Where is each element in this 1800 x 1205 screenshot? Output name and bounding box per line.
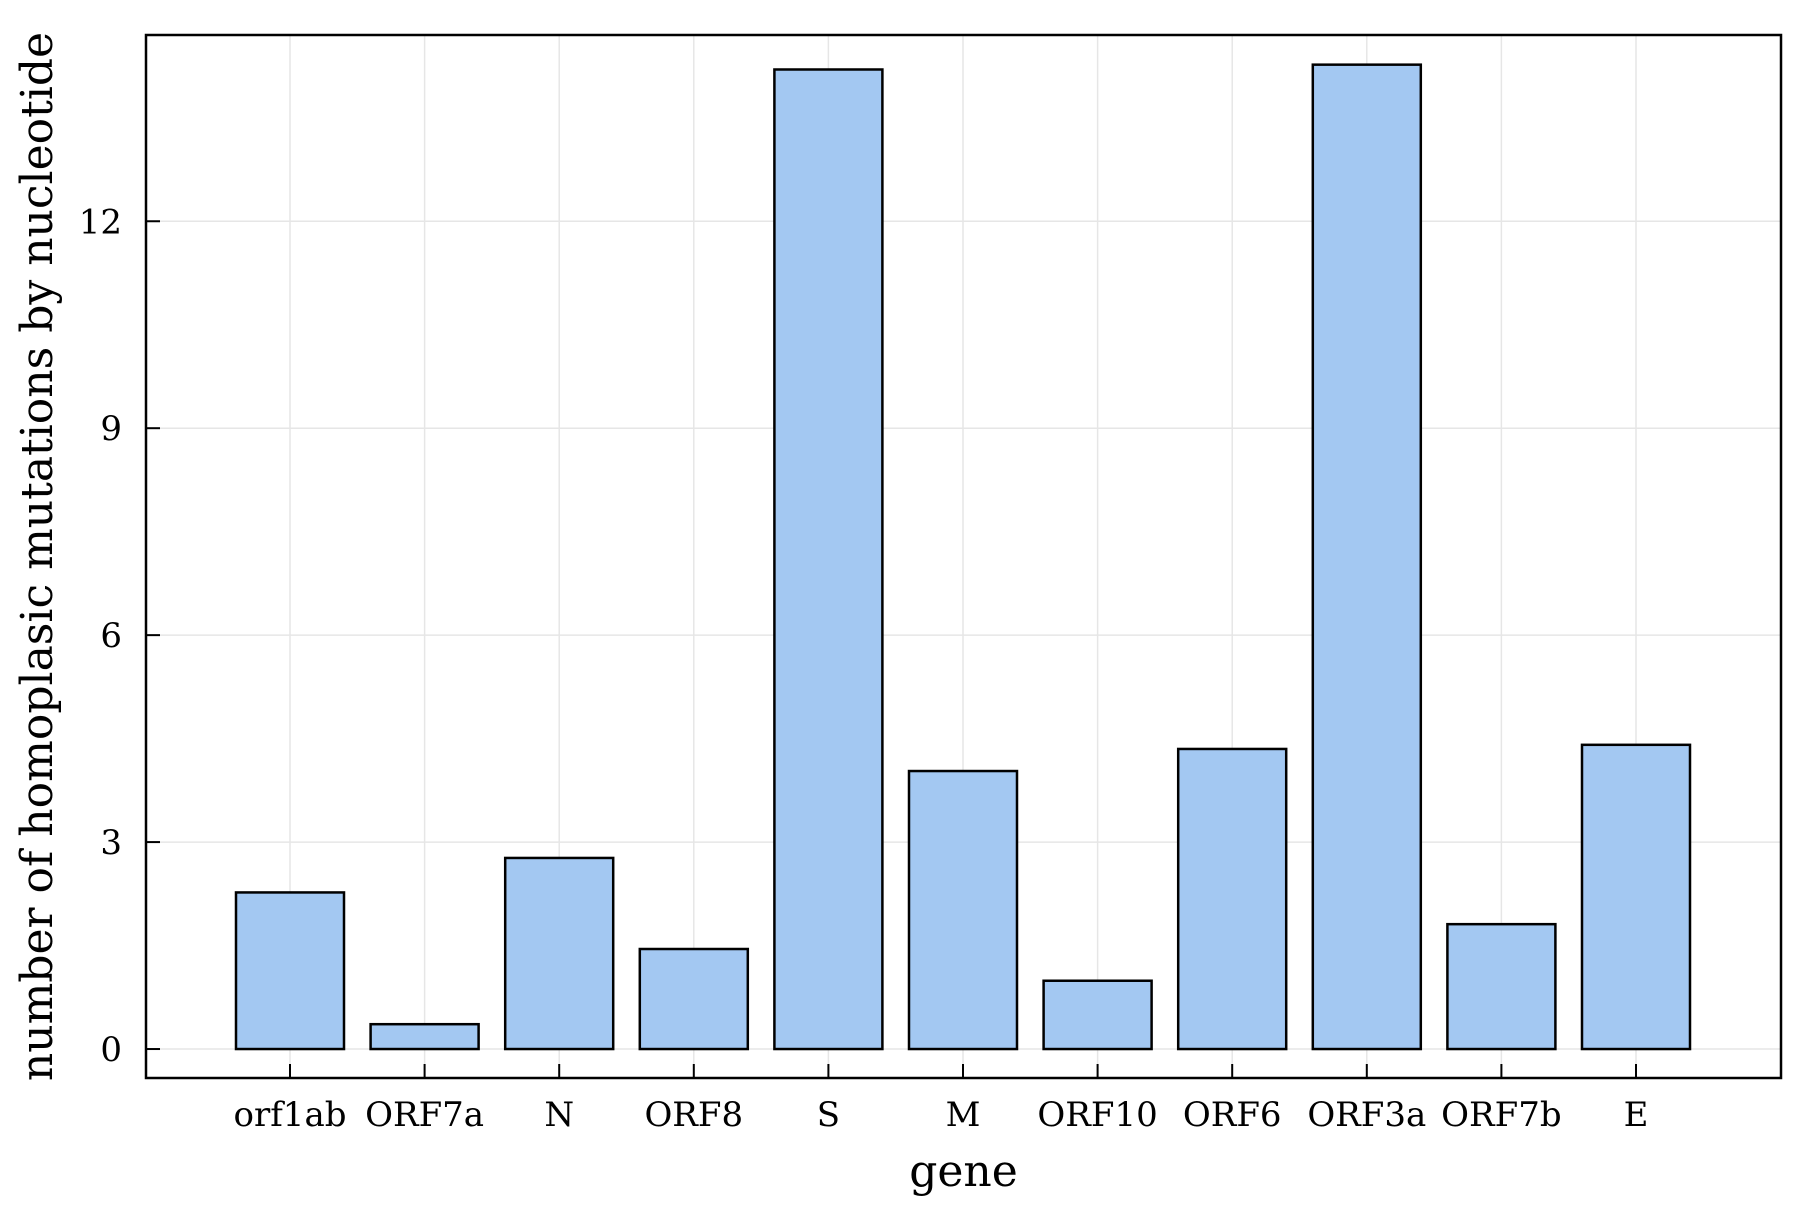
bar-E [1580,743,1692,1051]
x-tick-label: N [544,1095,574,1135]
x-axis-title: gene [909,1146,1018,1197]
y-tick-label: 9 [100,409,122,449]
bar-ORF10 [1042,979,1153,1051]
x-tick-label: ORF10 [1037,1095,1157,1135]
bar-ORF8 [638,947,750,1051]
axis-ticks: 0 3 6 9 12 orf1ab ORF7a N ORF8 S M ORF10 ORF6 ORF3a OR… [79,202,1649,1135]
bars [234,63,1692,1051]
y-tick-label: 6 [100,616,122,656]
bar-S [773,68,884,1051]
bar-ORF7b [1446,922,1557,1051]
x-tick-label: S [817,1095,840,1135]
x-tick-label: orf1ab [234,1095,347,1135]
bar-orf1ab [234,891,346,1051]
y-axis-title: number of homoplasic mutations by nucleo… [12,32,63,1081]
bar-M [907,769,1019,1051]
bar-N [503,856,615,1051]
x-tick-label: ORF8 [644,1095,743,1135]
bar-ORF3a [1311,63,1423,1051]
y-tick-label: 0 [100,1030,122,1070]
bar-ORF6 [1176,747,1288,1051]
y-tick-label: 12 [79,202,122,242]
x-tick-label: ORF7b [1441,1095,1561,1135]
x-tick-label: ORF3a [1307,1095,1426,1135]
bar-ORF7a [369,1022,480,1051]
x-tick-label: E [1624,1095,1649,1135]
x-tick-label: M [946,1095,981,1135]
x-tick-label: ORF6 [1183,1095,1282,1135]
y-tick-label: 3 [100,823,122,863]
x-tick-label: ORF7a [365,1095,484,1135]
